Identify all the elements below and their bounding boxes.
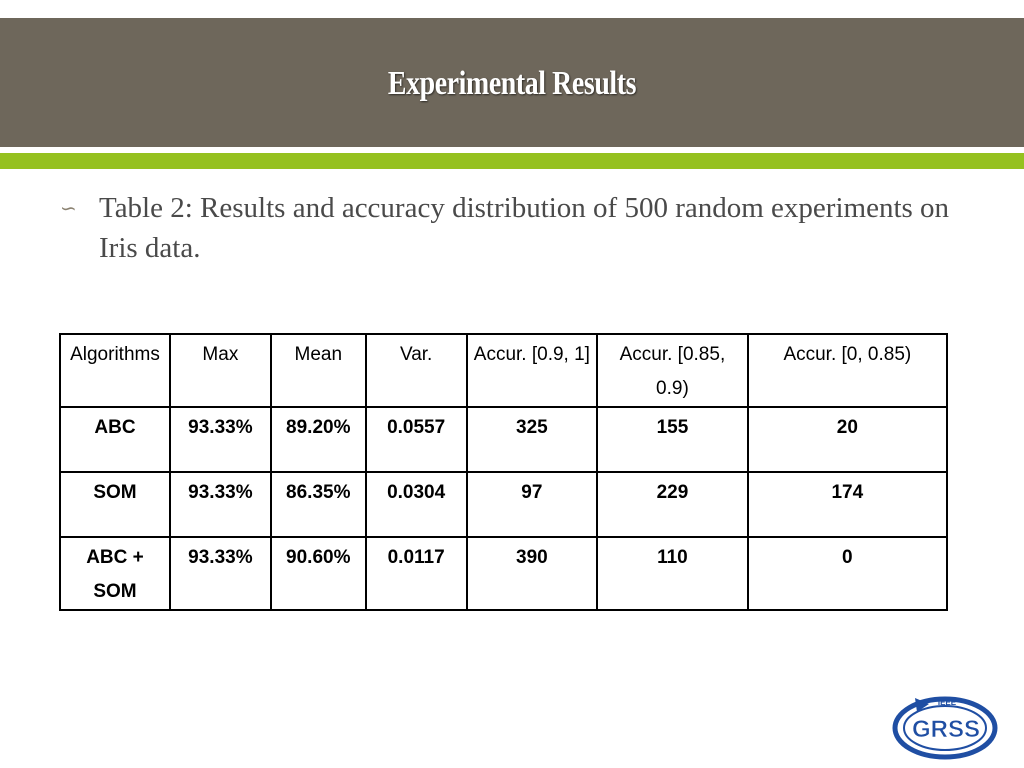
bullet-item: ∽ Table 2: Results and accuracy distribu… [60,188,960,268]
grss-logo: IEEE GRSS [892,696,998,760]
slide-title: Experimental Results [387,65,637,102]
cell-accur-mid: 229 [596,471,749,538]
table-row: ABC 93.33% 89.20% 0.0557 325 155 20 [59,406,949,473]
bullet-text: Table 2: Results and accuracy distributi… [99,192,950,264]
cell-mean: 90.60% [269,536,367,611]
cell-max: 93.33% [168,536,272,611]
header-accur-mid: Accur. [0.85, 0.9) [596,333,749,408]
top-margin [0,0,1024,18]
cell-accur-mid: 110 [596,536,749,611]
cell-mean: 89.20% [269,406,367,473]
table-header-row: Algorithms Max Mean Var. Accur. [0.9, 1]… [59,333,949,408]
header-accur-high: Accur. [0.9, 1] [465,333,599,408]
title-divider [0,147,1024,153]
cell-accur-high: 325 [465,406,599,473]
cell-accur-high: 97 [465,471,599,538]
logo-top-text: IEEE [938,698,957,707]
header-var: Var. [364,333,468,408]
cell-max: 93.33% [168,406,272,473]
cell-var: 0.0557 [364,406,468,473]
cell-accur-low: 0 [746,536,949,611]
results-table: Algorithms Max Mean Var. Accur. [0.9, 1]… [59,333,949,611]
cell-algorithm: SOM [59,471,171,538]
cell-var: 0.0117 [364,536,468,611]
cell-accur-high: 390 [465,536,599,611]
cell-var: 0.0304 [364,471,468,538]
table-row: SOM 93.33% 86.35% 0.0304 97 229 174 [59,471,949,538]
cell-mean: 86.35% [269,471,367,538]
bullet-swirl-icon: ∽ [60,196,77,220]
title-bar [0,18,1024,147]
header-algorithms: Algorithms [59,333,171,408]
cell-max: 93.33% [168,471,272,538]
header-max: Max [168,333,272,408]
table-row: ABC + SOM 93.33% 90.60% 0.0117 390 110 0 [59,536,949,611]
header-mean: Mean [269,333,367,408]
header-accur-low: Accur. [0, 0.85) [746,333,949,408]
cell-accur-mid: 155 [596,406,749,473]
logo-main-text: GRSS [912,716,980,743]
cell-algorithm: ABC [59,406,171,473]
cell-accur-low: 174 [746,471,949,538]
cell-accur-low: 20 [746,406,949,473]
accent-bar [0,153,1024,169]
cell-algorithm: ABC + SOM [59,536,171,611]
